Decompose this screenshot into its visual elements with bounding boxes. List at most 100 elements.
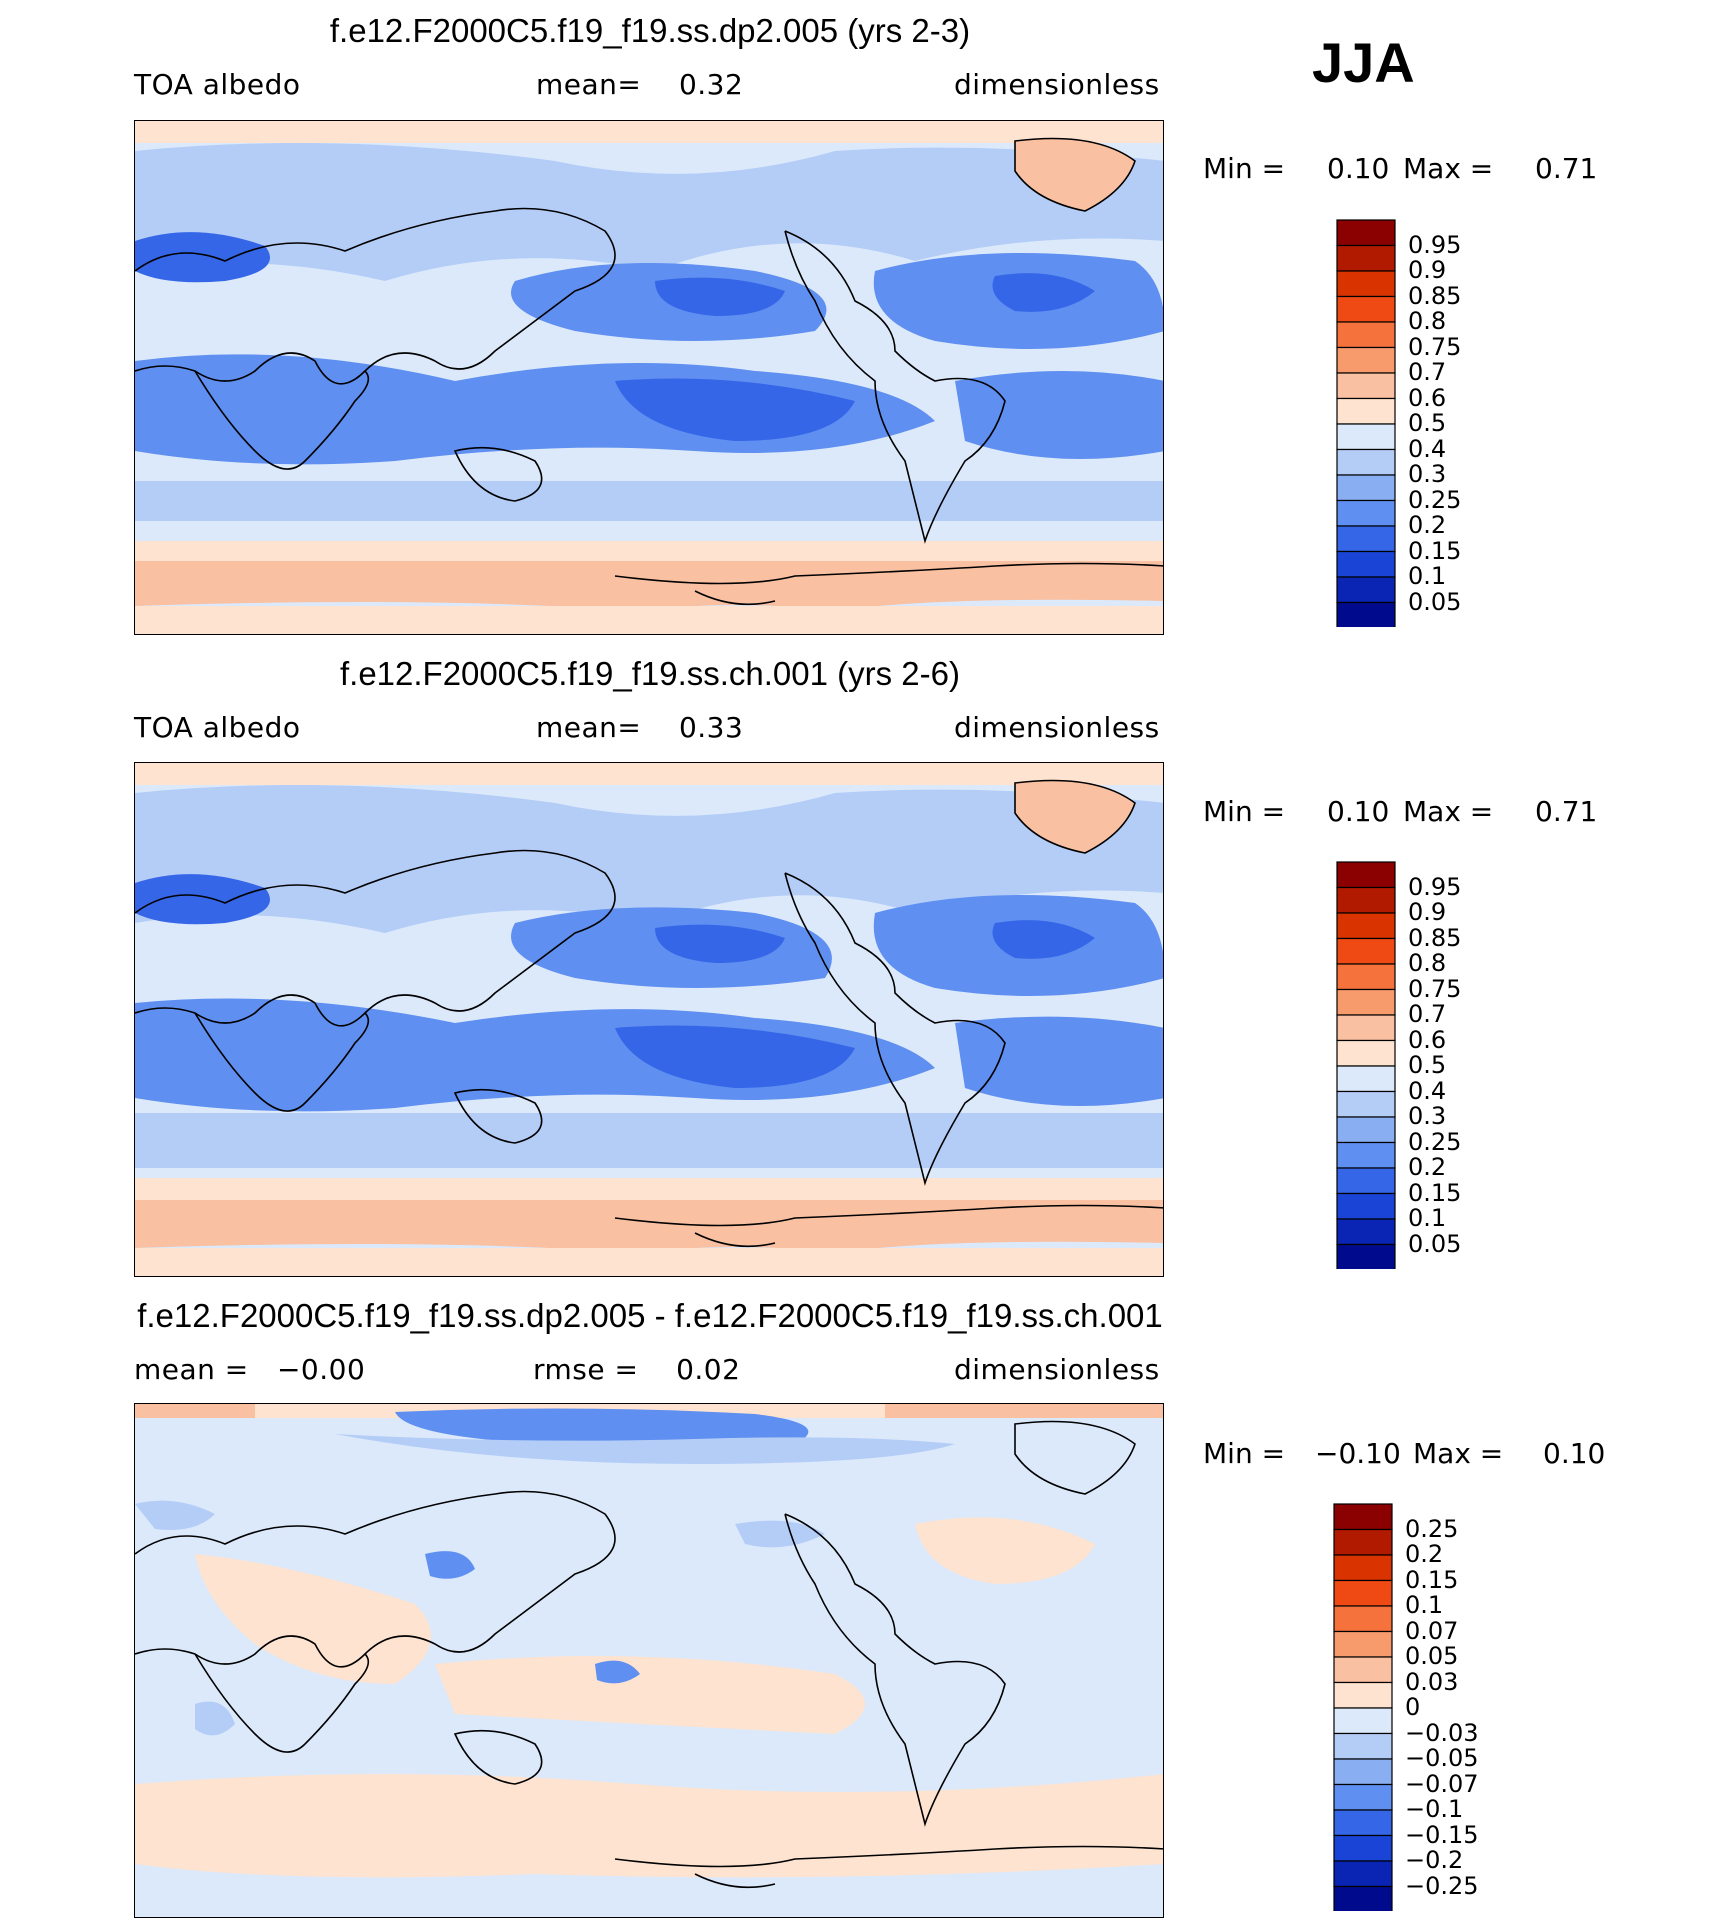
panel3-colorbar-label: −0.05 [1405,1744,1479,1772]
panel1-max-value: 0.71 [1535,152,1598,185]
panel1-colorbar-label: 0.8 [1408,307,1447,335]
panel1-colorbar-label: 0.25 [1408,485,1462,514]
panel3-colorbar-label: −0.1 [1405,1795,1464,1823]
panel3-colorbar-label: 0.15 [1405,1565,1459,1594]
panel1-colorbar-box [1336,219,1396,247]
panel1-colorbar-box [1336,474,1396,502]
panel3-map [134,1403,1164,1918]
panel2-units-label: dimensionless [954,711,1160,744]
panel3-colorbar-svg [1333,1503,1393,1911]
panel1-colorbar-label: 0.95 [1408,230,1462,259]
panel3-colorbar-box [1333,1834,1393,1862]
panel2-title: f.e12.F2000C5.f19_f19.ss.ch.001 (yrs 2-6… [339,655,960,692]
panel1-title: f.e12.F2000C5.f19_f19.ss.dp2.005 (yrs 2-… [329,12,971,49]
panel3-colorbar-box [1333,1809,1393,1837]
panel1-colorbar-label: 0.75 [1408,332,1462,361]
panel1-colorbar-box [1336,499,1396,527]
panel3-colorbar-box [1333,1860,1393,1888]
panel2-colorbar-label: 0.25 [1408,1127,1462,1156]
panel3-colorbar-label: 0.2 [1405,1540,1444,1568]
panel3-title: f.e12.F2000C5.f19_f19.ss.dp2.005 - f.e12… [137,1297,1163,1334]
panel1-colorbar-label: 0.85 [1408,281,1462,310]
panel1-map-svg [135,121,1163,634]
panel2-colorbar-label: 0.75 [1408,974,1462,1003]
panel1-colorbar-box [1336,321,1396,349]
panel1-colorbar-svg [1336,219,1396,627]
panel1-colorbar-box [1336,601,1396,627]
panel2-colorbar-box [1336,1014,1396,1042]
panel2-colorbar-label: 0.85 [1408,923,1462,952]
panel3-colorbar-label: 0.07 [1405,1616,1459,1645]
panel1-max-label: Max = [1403,152,1494,185]
panel3-max-label: Max = [1413,1437,1504,1470]
panel2-colorbar-box [1336,1141,1396,1169]
panel2-map [134,762,1164,1277]
panel2-colorbar-label: 0.95 [1408,872,1462,901]
panel3-colorbar-box [1333,1732,1393,1760]
panel2-min-label: Min = [1203,795,1286,828]
panel3-colorbar-label: −0.25 [1405,1871,1479,1900]
panel2-colorbar-box [1336,1116,1396,1144]
panel3-colorbar-box [1333,1758,1393,1786]
panel1-colorbar-label: 0.05 [1408,587,1462,616]
panel3-colorbar-label: −0.07 [1405,1769,1479,1798]
panel1-colorbar-box [1336,346,1396,374]
panel2-colorbar-label: 0.9 [1408,898,1447,926]
panel3-colorbar-box [1333,1579,1393,1607]
panel2-colorbar-box [1336,1065,1396,1093]
panel3-colorbar-label: −0.2 [1405,1846,1464,1874]
panel2-colorbar-box [1336,1192,1396,1220]
panel2-colorbar-box [1336,988,1396,1016]
panel2-colorbar-box [1336,912,1396,940]
panel2-min-value: 0.10 [1327,795,1390,828]
season-label: JJA [1312,31,1415,94]
panel3-colorbar-label: −0.15 [1405,1820,1479,1849]
panel1-colorbar-box [1336,295,1396,323]
panel2-max-label: Max = [1403,795,1494,828]
panel1-min-value: 0.10 [1327,152,1390,185]
panel3-max-value: 0.10 [1543,1437,1606,1470]
panel3-colorbar: 0.25 0.2 0.15 0.1 0.07 0.05 0.03 0 −0.03 −0.05 −0.… [1333,1503,1593,1913]
panel3-min-value: −0.10 [1315,1437,1401,1470]
panel1-coastlines [135,137,1163,606]
panel3-colorbar-box [1333,1503,1393,1531]
panel2-colorbar-label: 0.7 [1408,1000,1447,1028]
panel3-colorbar-label: 0.1 [1405,1591,1444,1619]
panel3-colorbar-box [1333,1528,1393,1556]
panel1-min-label: Min = [1203,152,1286,185]
panel1-colorbar-label: 0.6 [1408,383,1447,412]
panel3-min-label: Min = [1203,1437,1286,1470]
panel2-colorbar-label: 0.15 [1408,1178,1462,1207]
panel3-colorbar-label: 0.05 [1405,1642,1459,1670]
panel2-colorbar-label: 0.3 [1408,1102,1447,1130]
panel3-colorbar-box [1333,1885,1393,1911]
panel2-coastlines [135,779,1163,1248]
panel1-colorbar-label: 0.7 [1408,358,1447,386]
panel3-colorbar-label: 0 [1405,1693,1421,1721]
panel3-colorbar-label: 0.25 [1405,1514,1459,1543]
panel2-colorbar-box [1336,1243,1396,1269]
panel1-colorbar-box [1336,550,1396,578]
panel1-colorbar-label: 0.4 [1408,434,1447,463]
panel3-colorbar-box [1333,1630,1393,1658]
panel2-mean-label: mean= 0.33 [536,711,744,744]
panel3-units-label: dimensionless [954,1353,1160,1386]
panel1-colorbar-label: 0.3 [1408,460,1447,488]
panel2-map-svg [135,763,1163,1276]
panel2-colorbar-label: 0.5 [1408,1051,1447,1079]
panel3-colorbar-label: 0.03 [1405,1667,1459,1696]
panel3-colorbar-box [1333,1707,1393,1735]
panel1-colorbar-label: 0.9 [1408,256,1447,284]
panel2-colorbar: 0.95 0.9 0.85 0.8 0.75 0.7 0.6 0.5 0.4 0.3 0.25 0.2… [1336,861,1596,1271]
panel3-colorbar-box [1333,1783,1393,1811]
panel1-map [134,120,1164,635]
panel2-colorbar-box [1336,1039,1396,1067]
panel1-variable-label: TOA albedo [134,68,301,101]
panel3-map-svg [135,1404,1163,1917]
panel3-coastlines [135,1420,1163,1889]
panel1-colorbar-box [1336,448,1396,476]
panel1-colorbar-box [1336,244,1396,272]
panel3-colorbar-box [1333,1656,1393,1684]
panel1-colorbar-box [1336,372,1396,400]
panel3-colorbar-label: −0.03 [1405,1718,1479,1747]
